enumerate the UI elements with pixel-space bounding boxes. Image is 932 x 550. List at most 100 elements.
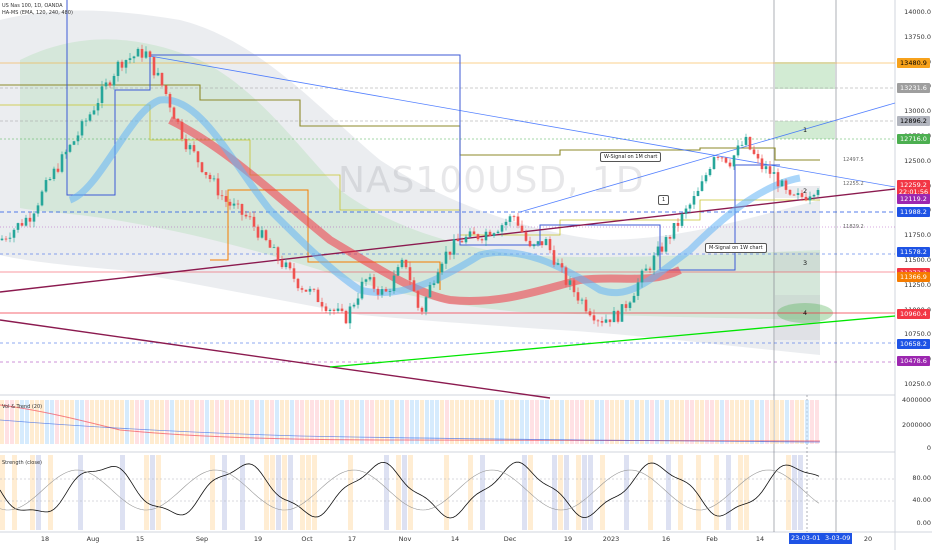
candle-body: [348, 306, 352, 324]
strength-bar: [300, 455, 305, 530]
green-cloud-band: [20, 39, 820, 321]
strength-bar: [588, 455, 593, 530]
candle-body: [512, 216, 516, 218]
candle-body: [640, 270, 644, 283]
volume-bar: [590, 400, 594, 444]
volume-bar: [290, 400, 294, 444]
volume-bar: [485, 400, 489, 444]
candle-body: [12, 229, 16, 238]
strength-bar: [12, 455, 17, 530]
candle-body: [328, 309, 332, 311]
strength-bar: [480, 455, 485, 530]
candle-body: [780, 180, 784, 187]
candle-body: [452, 239, 456, 255]
volume-bar: [695, 400, 699, 444]
volume-bar: [365, 400, 369, 444]
candle-body: [604, 319, 608, 323]
candle-body: [200, 162, 204, 173]
strength-bar: [210, 455, 215, 530]
blue-trendline-down: [149, 55, 896, 188]
volume-bar: [675, 400, 679, 444]
candle-body: [744, 136, 748, 145]
candle-body: [4, 238, 8, 240]
candle-body: [792, 194, 796, 196]
volume-bar: [530, 400, 534, 444]
zone-label-2: 2: [803, 187, 808, 195]
candle-body: [732, 155, 736, 167]
volume-bar: [465, 400, 469, 444]
candle-body: [760, 158, 764, 170]
strength-bar: [564, 455, 569, 530]
candle-body: [664, 237, 668, 252]
candle-body: [172, 107, 176, 119]
price-label: 11366.9: [897, 271, 930, 282]
candle-body: [508, 216, 512, 222]
candle-body: [544, 239, 548, 246]
volume-bar: [330, 400, 334, 444]
candle-body: [372, 277, 376, 289]
strength-bar: [156, 455, 161, 530]
candle-body: [204, 172, 208, 175]
candle-body: [776, 172, 780, 187]
strength-bar: [306, 455, 311, 530]
candle-body: [168, 94, 172, 108]
volume-bar: [350, 400, 354, 444]
candle-body: [180, 121, 184, 139]
indicator-tick: 80.00: [912, 474, 931, 482]
volume-bar: [255, 400, 259, 444]
strength-bar: [30, 455, 35, 530]
candle-body: [636, 282, 640, 296]
volume-bar: [475, 400, 479, 444]
candle-body: [108, 82, 112, 86]
volume-bar: [370, 400, 374, 444]
price-label: 13480.9: [897, 58, 930, 69]
time-tick: 2023: [602, 535, 620, 543]
candle-body: [340, 308, 344, 311]
volume-bar: [390, 400, 394, 444]
volume-bar: [180, 400, 184, 444]
time-tick: 19: [253, 535, 263, 543]
volume-bar: [595, 400, 599, 444]
strength-bar: [528, 455, 533, 530]
green-support-line: [329, 315, 896, 368]
volume-bar: [150, 400, 154, 444]
strength-bar: [798, 455, 803, 530]
red-ma-ribbon: [168, 116, 682, 305]
time-cursor-label: 23-03-01: [789, 533, 823, 544]
candle-body: [148, 51, 152, 58]
price-tick: 12500.0: [904, 156, 931, 165]
candle-body: [364, 279, 368, 282]
indicator-legend: HA-MS (EMA, 120, 240, 480): [2, 10, 73, 16]
candle-body: [236, 203, 240, 205]
maroon-trendline-lower: [0, 319, 551, 399]
candle-body: [644, 268, 648, 271]
price-tick: 11750.0: [904, 231, 931, 240]
price-label: 12716.0: [897, 134, 930, 145]
candle-body: [476, 234, 480, 240]
volume-bar: [400, 400, 404, 444]
candle-body: [728, 162, 732, 167]
volume-bar: [380, 400, 384, 444]
volume-bar: [45, 400, 49, 444]
candle-body: [16, 223, 20, 230]
candle-body: [296, 278, 300, 289]
strength-bar: [120, 455, 125, 530]
candle-body: [52, 168, 56, 179]
candle-body: [440, 263, 444, 273]
volume-bar: [805, 400, 809, 444]
candle-body: [84, 120, 88, 122]
volume-bar: [750, 400, 754, 444]
volume-bar: [205, 400, 209, 444]
level-11829: 11829.2: [843, 224, 864, 230]
candle-body: [704, 175, 708, 182]
volume-bar: [760, 400, 764, 444]
price-tick: 14000.0: [904, 8, 931, 16]
volume-bar: [420, 400, 424, 444]
candle-body: [104, 82, 108, 87]
candle-body: [632, 295, 636, 303]
volume-bar: [630, 400, 634, 444]
candle-body: [36, 205, 40, 214]
volume-bar: [345, 400, 349, 444]
volume-bar: [220, 400, 224, 444]
